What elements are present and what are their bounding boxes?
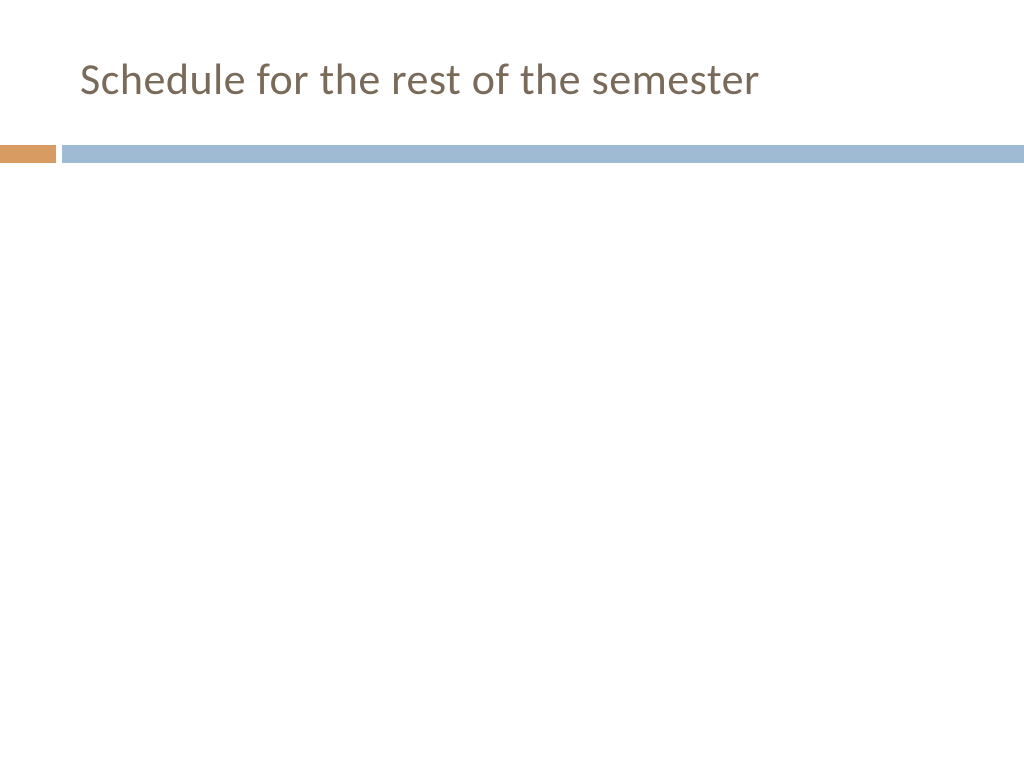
accent-bar-blue-segment — [62, 145, 1024, 163]
slide-title: Schedule for the rest of the semester — [80, 52, 760, 106]
accent-bar-orange-segment — [0, 145, 56, 163]
accent-bar — [0, 145, 1024, 163]
